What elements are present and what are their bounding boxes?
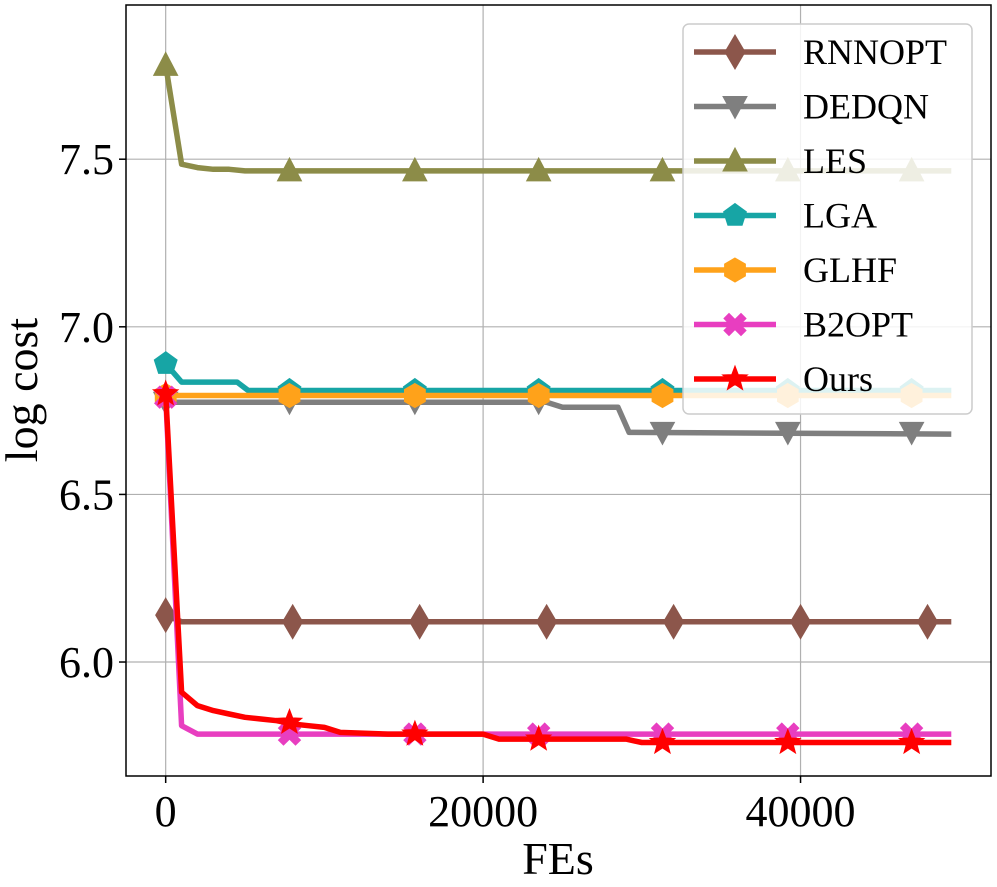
data-point-ours	[524, 724, 553, 751]
series-rnnopt	[155, 597, 952, 640]
legend-marker-lga	[723, 202, 747, 226]
data-point-dedqn	[775, 421, 801, 446]
series-line-b2opt	[162, 397, 952, 737]
series-les	[152, 51, 952, 182]
legend-item-ours: Ours	[694, 359, 873, 399]
data-point-glhf	[278, 382, 301, 409]
legend-marker-les	[722, 146, 748, 172]
legend-label: Ours	[803, 359, 873, 399]
series-line-lga	[163, 361, 952, 394]
legend-item-b2opt: B2OPT	[694, 305, 913, 345]
legend-item-glhf: GLHF	[694, 250, 897, 290]
series-ours	[151, 379, 952, 755]
data-point-rnnopt	[789, 603, 812, 640]
x-tick-label: 20000	[428, 787, 538, 836]
data-point-les	[402, 156, 428, 182]
legend-item-lga: LGA	[694, 196, 877, 236]
data-point-les	[525, 156, 552, 182]
data-point-lga	[153, 351, 178, 374]
data-point-les	[152, 51, 179, 76]
legend-marker-b2opt	[723, 312, 747, 337]
y-tick-label: 6.5	[59, 470, 114, 519]
y-tick-label: 7.0	[59, 303, 114, 352]
series-line-les	[162, 64, 952, 174]
legend-marker-rnnopt	[724, 34, 746, 70]
legend-item-dedqn: DEDQN	[694, 87, 929, 127]
legend-marker-glhf	[724, 257, 746, 283]
series-line-dedqn	[165, 399, 952, 437]
legend-item-rnnopt: RNNOPT	[694, 32, 947, 72]
data-point-rnnopt	[282, 603, 304, 640]
data-point-rnnopt	[536, 603, 558, 640]
legend-label: DEDQN	[803, 87, 929, 127]
data-point-glhf	[651, 382, 674, 409]
legend-label: LES	[803, 141, 867, 181]
data-point-ours	[401, 719, 429, 746]
plot-frame	[125, 4, 992, 777]
y-tick-label: 6.0	[59, 638, 114, 687]
series-b2opt	[153, 385, 952, 746]
data-point-rnnopt	[662, 603, 685, 640]
legend-box	[682, 23, 973, 415]
ticks-layer: 0 20000 40000 6.0 6.5 7.0 7.5	[59, 135, 856, 836]
legend-label: B2OPT	[803, 305, 913, 345]
legend-label: RNNOPT	[803, 32, 947, 72]
data-point-ours	[151, 379, 180, 406]
data-point-ours	[275, 707, 304, 735]
x-axis-title: FEs	[522, 833, 594, 884]
data-point-les	[649, 156, 676, 182]
legend-item-les: LES	[694, 141, 867, 181]
data-point-rnnopt	[409, 603, 431, 640]
data-point-les	[276, 156, 303, 182]
y-axis-title: log cost	[0, 318, 47, 463]
y-tick-label: 7.5	[59, 135, 114, 184]
data-point-ours	[774, 728, 802, 755]
legend-label: GLHF	[803, 250, 897, 290]
x-tick-label: 40000	[746, 787, 856, 836]
data-point-glhf	[404, 382, 426, 409]
data-point-glhf	[527, 382, 550, 409]
legend-marker-ours	[721, 364, 749, 391]
legend-marker-dedqn	[722, 96, 748, 120]
data-point-rnnopt	[155, 597, 177, 634]
legend: RNNOPT DEDQN LES LGA GLHF B2OPT Ours	[682, 23, 973, 415]
data-point-dedqn	[898, 421, 925, 446]
legend-label: LGA	[803, 196, 877, 236]
data-point-ours	[648, 728, 677, 755]
series-line-ours	[162, 393, 952, 746]
data-point-ours	[897, 728, 926, 755]
data-point-dedqn	[649, 421, 676, 446]
data-point-rnnopt	[916, 603, 939, 640]
x-tick-label: 0	[155, 787, 177, 836]
